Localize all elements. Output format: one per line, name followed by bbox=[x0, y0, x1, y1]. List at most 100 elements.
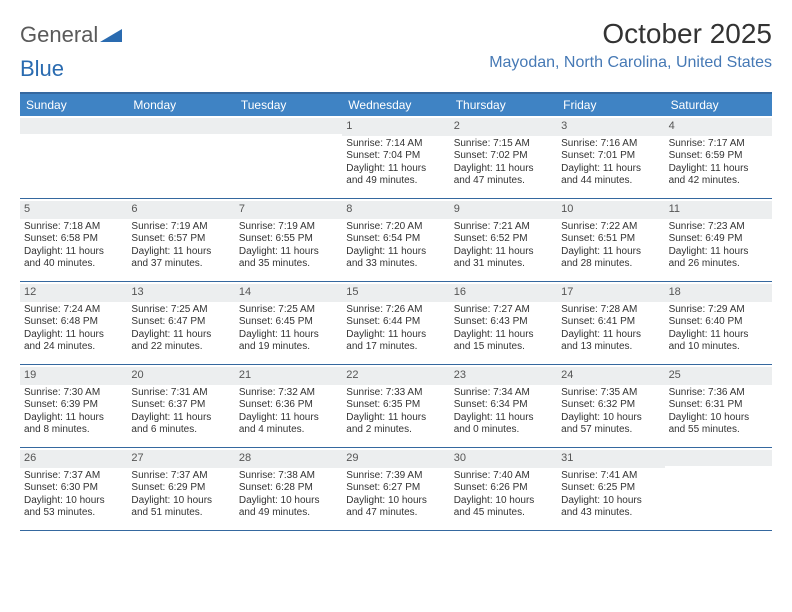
day-number: 20 bbox=[127, 367, 234, 385]
dow-cell: Wednesday bbox=[342, 94, 449, 116]
day-number: 28 bbox=[235, 450, 342, 468]
day-cell: 1Sunrise: 7:14 AMSunset: 7:04 PMDaylight… bbox=[342, 116, 449, 198]
day-detail-line: Sunrise: 7:37 AM bbox=[24, 470, 123, 483]
day-number: 2 bbox=[450, 118, 557, 136]
day-detail-line: Sunset: 7:01 PM bbox=[561, 150, 660, 163]
day-detail-line: Sunrise: 7:23 AM bbox=[669, 221, 768, 234]
day-cell: 8Sunrise: 7:20 AMSunset: 6:54 PMDaylight… bbox=[342, 199, 449, 281]
day-detail-line: Sunrise: 7:16 AM bbox=[561, 138, 660, 151]
day-detail-line: Sunrise: 7:33 AM bbox=[346, 387, 445, 400]
day-detail-line: Daylight: 11 hours bbox=[669, 329, 768, 342]
day-number: 11 bbox=[665, 201, 772, 219]
day-cell: 25Sunrise: 7:36 AMSunset: 6:31 PMDayligh… bbox=[665, 365, 772, 447]
day-detail-line: and 15 minutes. bbox=[454, 341, 553, 354]
day-detail-line: Daylight: 11 hours bbox=[561, 246, 660, 259]
day-detail-line: Daylight: 10 hours bbox=[239, 495, 338, 508]
day-cell: 13Sunrise: 7:25 AMSunset: 6:47 PMDayligh… bbox=[127, 282, 234, 364]
day-detail-line: and 33 minutes. bbox=[346, 258, 445, 271]
day-number: 19 bbox=[20, 367, 127, 385]
day-number: 24 bbox=[557, 367, 664, 385]
day-detail-line: Sunset: 6:28 PM bbox=[239, 482, 338, 495]
day-detail-line: Sunset: 6:57 PM bbox=[131, 233, 230, 246]
day-detail-line: and 8 minutes. bbox=[24, 424, 123, 437]
day-detail-line: Sunrise: 7:34 AM bbox=[454, 387, 553, 400]
day-detail-line: and 2 minutes. bbox=[346, 424, 445, 437]
day-detail-line: and 28 minutes. bbox=[561, 258, 660, 271]
day-cell: 28Sunrise: 7:38 AMSunset: 6:28 PMDayligh… bbox=[235, 448, 342, 530]
day-detail-line: Sunset: 6:26 PM bbox=[454, 482, 553, 495]
day-detail-line: Sunrise: 7:21 AM bbox=[454, 221, 553, 234]
day-detail-line: Daylight: 10 hours bbox=[561, 412, 660, 425]
day-detail-line: Sunrise: 7:36 AM bbox=[669, 387, 768, 400]
day-detail-line: and 19 minutes. bbox=[239, 341, 338, 354]
day-cell: 4Sunrise: 7:17 AMSunset: 6:59 PMDaylight… bbox=[665, 116, 772, 198]
day-detail-line: Sunset: 6:54 PM bbox=[346, 233, 445, 246]
day-detail-line: Sunset: 6:40 PM bbox=[669, 316, 768, 329]
day-detail-line: Sunset: 6:47 PM bbox=[131, 316, 230, 329]
day-detail-line: Sunrise: 7:24 AM bbox=[24, 304, 123, 317]
day-detail-line: and 51 minutes. bbox=[131, 507, 230, 520]
day-number: 12 bbox=[20, 284, 127, 302]
day-detail-line: and 22 minutes. bbox=[131, 341, 230, 354]
day-detail-line: and 31 minutes. bbox=[454, 258, 553, 271]
day-detail-line: Daylight: 11 hours bbox=[561, 329, 660, 342]
day-detail-line: Daylight: 11 hours bbox=[239, 246, 338, 259]
day-number: 3 bbox=[557, 118, 664, 136]
brand-logo: General bbox=[20, 22, 123, 48]
day-detail-line: Sunset: 6:51 PM bbox=[561, 233, 660, 246]
day-detail-line: Sunrise: 7:25 AM bbox=[131, 304, 230, 317]
day-detail-line: and 24 minutes. bbox=[24, 341, 123, 354]
day-detail-line: Daylight: 11 hours bbox=[454, 329, 553, 342]
brand-part1: General bbox=[20, 22, 98, 48]
day-detail-line: Daylight: 10 hours bbox=[454, 495, 553, 508]
day-detail-line: Daylight: 11 hours bbox=[239, 329, 338, 342]
week-row: 1Sunrise: 7:14 AMSunset: 7:04 PMDaylight… bbox=[20, 116, 772, 199]
day-detail-line: and 37 minutes. bbox=[131, 258, 230, 271]
day-cell: 22Sunrise: 7:33 AMSunset: 6:35 PMDayligh… bbox=[342, 365, 449, 447]
day-detail-line: Sunrise: 7:35 AM bbox=[561, 387, 660, 400]
day-cell: 7Sunrise: 7:19 AMSunset: 6:55 PMDaylight… bbox=[235, 199, 342, 281]
day-detail-line: and 47 minutes. bbox=[454, 175, 553, 188]
day-detail-line: Sunset: 6:59 PM bbox=[669, 150, 768, 163]
day-detail-line: Sunset: 6:39 PM bbox=[24, 399, 123, 412]
day-detail-line: Sunset: 6:45 PM bbox=[239, 316, 338, 329]
dow-header-row: SundayMondayTuesdayWednesdayThursdayFrid… bbox=[20, 94, 772, 116]
week-row: 19 Sunrise: 7:30 AMSunset: 6:39 PM Dayligh… bbox=[20, 365, 772, 448]
day-detail-line: and 45 minutes. bbox=[454, 507, 553, 520]
day-cell: 15Sunrise: 7:26 AMSunset: 6:44 PMDayligh… bbox=[342, 282, 449, 364]
day-detail-line: and 42 minutes. bbox=[669, 175, 768, 188]
day-number: 18 bbox=[665, 284, 772, 302]
day-number bbox=[127, 118, 234, 134]
day-cell: 21Sunrise: 7:32 AMSunset: 6:36 PMDayligh… bbox=[235, 365, 342, 447]
day-detail-line: Sunset: 7:04 PM bbox=[346, 150, 445, 163]
day-detail-line: and 40 minutes. bbox=[24, 258, 123, 271]
day-detail-line: Sunset: 6:34 PM bbox=[454, 399, 553, 412]
day-detail-line: Sunset: 6:58 PM bbox=[24, 233, 123, 246]
day-detail-line: Sunrise: 7:30 AM bbox=[24, 387, 123, 400]
day-detail-line: Daylight: 11 hours bbox=[24, 329, 123, 342]
day-detail-line: Daylight: 11 hours bbox=[454, 163, 553, 176]
day-cell: 18 Sunrise: 7:29 AMSunset: 6:40 PMDayligh… bbox=[665, 282, 772, 364]
day-detail-line: Sunset: 6:48 PM bbox=[24, 316, 123, 329]
day-cell: 29Sunrise: 7:39 AMSunset: 6:27 PMDayligh… bbox=[342, 448, 449, 530]
day-detail-line: Sunrise: 7:25 AM bbox=[239, 304, 338, 317]
day-detail-line: Daylight: 11 hours bbox=[239, 412, 338, 425]
day-number: 17 bbox=[557, 284, 664, 302]
dow-cell: Monday bbox=[127, 94, 234, 116]
day-cell bbox=[127, 116, 234, 198]
day-detail-line: Sunrise: 7:26 AM bbox=[346, 304, 445, 317]
day-detail-line: Sunset: 6:41 PM bbox=[561, 316, 660, 329]
day-number: 26 bbox=[20, 450, 127, 468]
day-detail-line: Sunrise: 7:37 AM bbox=[131, 470, 230, 483]
day-cell: 27Sunrise: 7:37 AMSunset: 6:29 PMDayligh… bbox=[127, 448, 234, 530]
day-detail-line: Sunrise: 7:27 AM bbox=[454, 304, 553, 317]
day-number: 5 bbox=[20, 201, 127, 219]
page-title: October 2025 bbox=[489, 18, 772, 50]
day-number: 23 bbox=[450, 367, 557, 385]
day-cell bbox=[235, 116, 342, 198]
day-detail-line: Sunrise: 7:29 AM bbox=[669, 304, 768, 317]
day-number: 10 bbox=[557, 201, 664, 219]
day-cell bbox=[665, 448, 772, 530]
dow-cell: Friday bbox=[557, 94, 664, 116]
day-cell: 17Sunrise: 7:28 AMSunset: 6:41 PMDayligh… bbox=[557, 282, 664, 364]
